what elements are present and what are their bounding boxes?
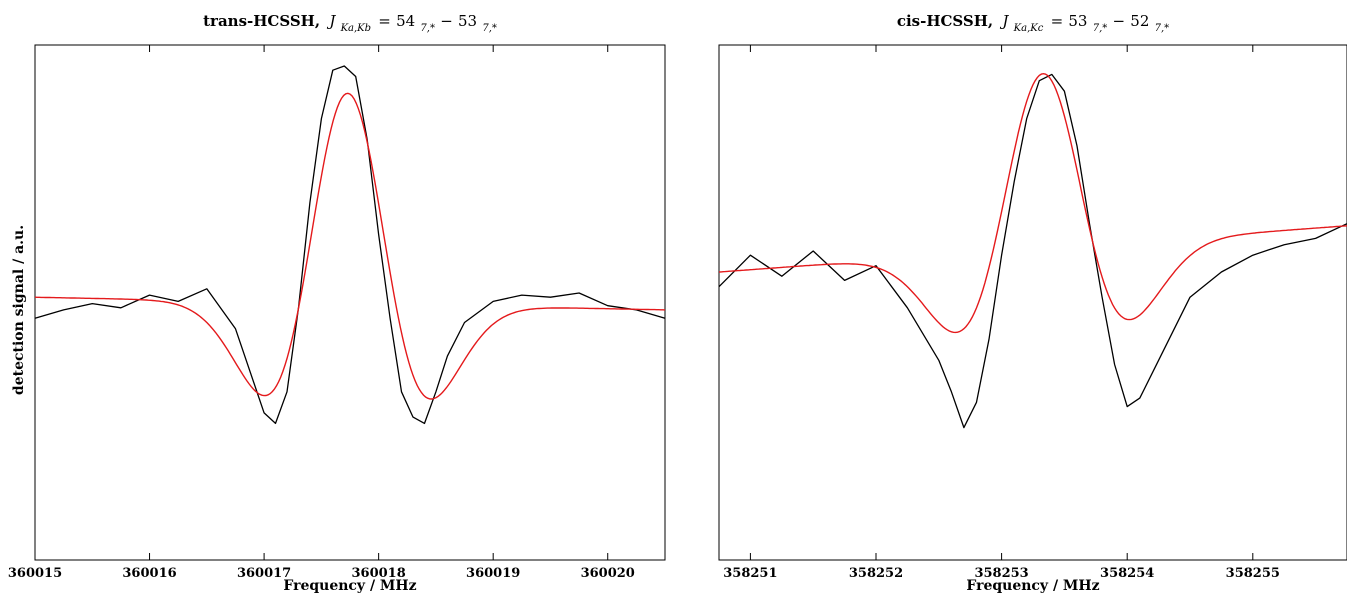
- x-tick-label-0: 360015: [8, 566, 62, 581]
- x-ticks-trans: 360015 360016 360017 360018 360019 360020: [8, 45, 635, 581]
- title-molecule: cis-HCSSH,: [897, 12, 993, 30]
- chart-title-cis: cis-HCSSH, J Ka,Kc = 53 7,* − 52 7,*: [897, 12, 1169, 35]
- series-trans: [34, 65, 666, 425]
- panel-cis: cis-HCSSH, J Ka,Kc = 53 7,* − 52 7,* 358…: [718, 12, 1347, 594]
- series-cis: [718, 72, 1347, 429]
- x-tick-label-1: 360016: [122, 566, 176, 581]
- x-axis-label-trans: Frequency / MHz: [283, 578, 416, 594]
- title-molecule: trans-HCSSH,: [203, 12, 320, 30]
- fit-curve-cis: [718, 72, 1347, 334]
- x-tick-label-0: 358251: [723, 566, 777, 581]
- x-tick-label-4: 360019: [466, 566, 520, 581]
- x-tick-label-2: 358253: [974, 566, 1028, 581]
- measured-spectrum-cis: [718, 73, 1347, 429]
- x-ticks-cis: 358251 358252 358253 358254 358255: [723, 45, 1280, 581]
- x-tick-label-2: 360017: [237, 566, 291, 581]
- x-axis-label-cis: Frequency / MHz: [966, 578, 1099, 594]
- x-tick-label-3: 360018: [351, 566, 405, 581]
- y-axis-label: detection signal / a.u.: [11, 225, 27, 395]
- x-tick-label-1: 358252: [849, 566, 903, 581]
- measured-spectrum-trans: [34, 65, 666, 425]
- plot-frame-cis: [718, 44, 1347, 561]
- x-tick-label-4: 358255: [1226, 566, 1280, 581]
- x-tick-label-5: 360020: [581, 566, 635, 581]
- panel-trans: trans-HCSSH, J Ka,Kb = 54 7,* − 53 7,* 3…: [8, 12, 666, 594]
- fit-curve-trans: [34, 92, 666, 400]
- x-tick-label-3: 358254: [1100, 566, 1154, 581]
- plot-frame-trans: [34, 44, 666, 561]
- chart-title-trans: trans-HCSSH, J Ka,Kb = 54 7,* − 53 7,*: [203, 12, 497, 35]
